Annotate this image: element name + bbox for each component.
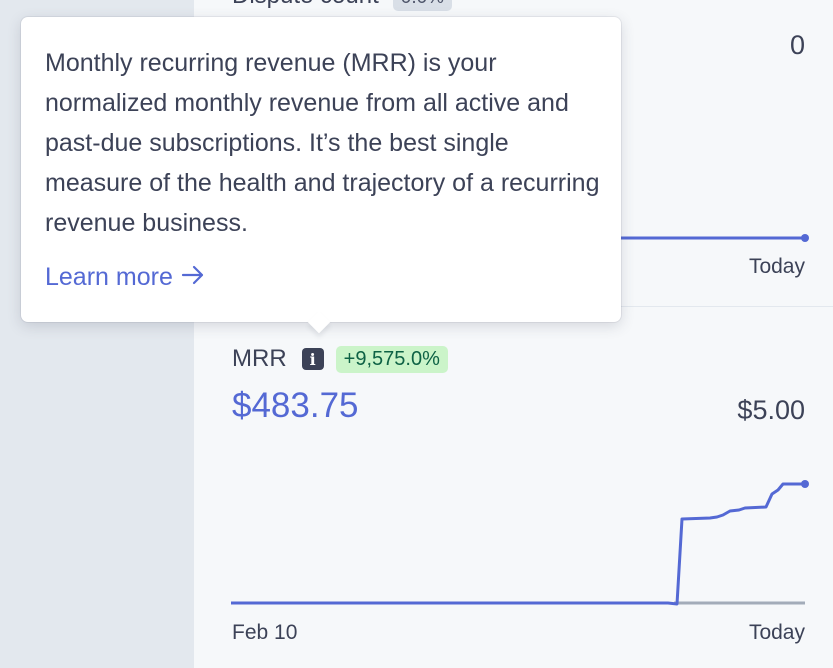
learn-more-link[interactable]: Learn more	[45, 262, 205, 293]
dispute-axis-end-label: Today	[748, 255, 805, 278]
mrr-compare-value: $5.00	[737, 395, 805, 425]
mrr-label: MRR	[232, 345, 287, 372]
mrr-sparkline-endpoint	[801, 480, 809, 488]
dispute-count-label: Dispute count0.0%	[232, 0, 453, 11]
sparkline-charts	[231, 234, 809, 606]
dispute-count-value: 0	[789, 30, 805, 60]
info-icon[interactable]: i	[301, 348, 324, 370]
mrr-change-badge: +9,575.0%	[335, 345, 448, 373]
arrow-right-icon	[181, 262, 205, 293]
learn-more-label: Learn more	[45, 263, 173, 291]
mrr-axis-start-label: Feb 10	[232, 621, 298, 644]
tooltip-description: Monthly recurring revenue (MRR) is your …	[45, 49, 600, 237]
dispute-change-badge: 0.0%	[392, 0, 453, 11]
mrr-axis-end-label: Today	[748, 621, 805, 644]
mrr-info-tooltip: Monthly recurring revenue (MRR) is your …	[21, 17, 621, 334]
dispute-sparkline-endpoint	[801, 234, 809, 242]
mrr-sparkline	[231, 482, 805, 606]
mrr-value: $483.75	[232, 386, 359, 425]
